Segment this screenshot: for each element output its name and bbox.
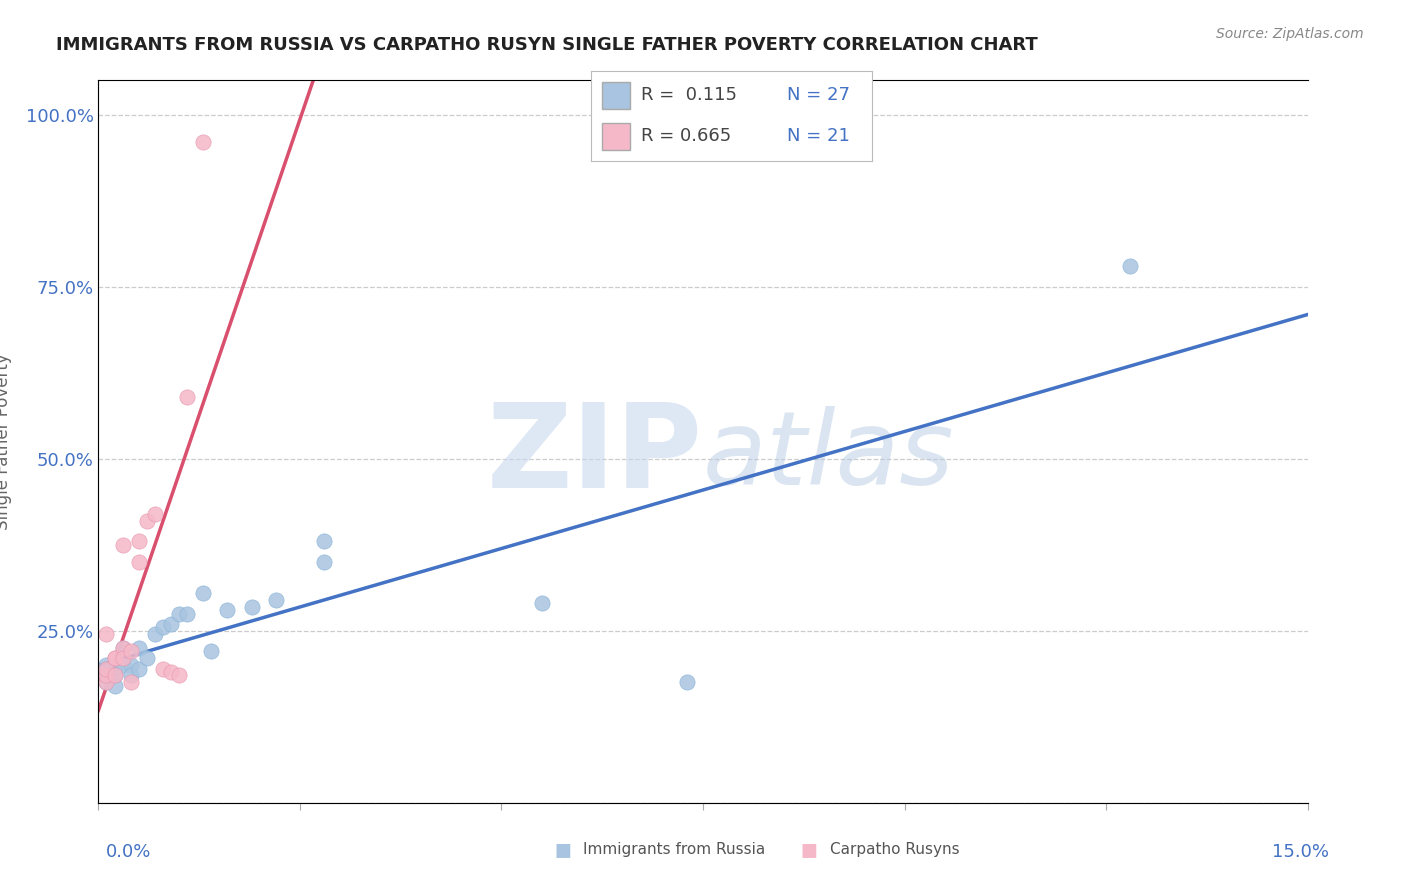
Text: R =  0.115: R = 0.115 <box>641 87 737 104</box>
Point <box>111 651 134 665</box>
Text: Source: ZipAtlas.com: Source: ZipAtlas.com <box>1216 27 1364 41</box>
Point <box>167 607 190 621</box>
Point <box>103 679 125 693</box>
Text: 15.0%: 15.0% <box>1271 843 1329 861</box>
Point <box>264 592 287 607</box>
Text: R = 0.665: R = 0.665 <box>641 128 731 145</box>
Point <box>152 620 174 634</box>
Point <box>314 555 336 569</box>
Point <box>96 668 118 682</box>
Point <box>135 651 157 665</box>
Point <box>120 675 142 690</box>
Point <box>111 640 134 655</box>
Point <box>143 627 166 641</box>
Point <box>103 651 125 665</box>
Point <box>128 640 150 655</box>
Text: N = 21: N = 21 <box>787 128 851 145</box>
Point <box>676 675 699 690</box>
Point <box>135 514 157 528</box>
Point <box>176 607 198 621</box>
Point <box>96 662 118 676</box>
Point <box>128 555 150 569</box>
Point <box>120 658 142 673</box>
Point <box>160 616 183 631</box>
Point <box>103 651 125 665</box>
Text: Carpatho Rusyns: Carpatho Rusyns <box>830 842 959 856</box>
Point <box>96 675 118 690</box>
Point <box>240 599 263 614</box>
Point <box>120 668 142 682</box>
Text: ▪: ▪ <box>553 835 572 863</box>
Text: IMMIGRANTS FROM RUSSIA VS CARPATHO RUSYN SINGLE FATHER POVERTY CORRELATION CHART: IMMIGRANTS FROM RUSSIA VS CARPATHO RUSYN… <box>56 36 1038 54</box>
Point <box>152 662 174 676</box>
Point <box>120 644 142 658</box>
Point <box>96 627 118 641</box>
Text: N = 27: N = 27 <box>787 87 851 104</box>
Point <box>96 668 118 682</box>
Point <box>1119 259 1142 273</box>
Point <box>103 668 125 682</box>
Point <box>200 644 222 658</box>
Text: ZIP: ZIP <box>486 399 703 514</box>
Text: 0.0%: 0.0% <box>105 843 150 861</box>
Point <box>167 668 190 682</box>
Bar <box>602 82 630 109</box>
Point <box>314 534 336 549</box>
Text: atlas: atlas <box>703 406 955 506</box>
Text: Immigrants from Russia: Immigrants from Russia <box>583 842 766 856</box>
Point <box>111 658 134 673</box>
Text: ▪: ▪ <box>799 835 818 863</box>
Point <box>111 538 134 552</box>
Point <box>530 596 553 610</box>
Point <box>111 640 134 655</box>
Point <box>217 603 239 617</box>
Point <box>103 662 125 676</box>
Point <box>176 390 198 404</box>
Point <box>96 675 118 690</box>
Point <box>128 534 150 549</box>
Point <box>193 586 215 600</box>
Point <box>96 658 118 673</box>
Y-axis label: Single Father Poverty: Single Father Poverty <box>0 353 11 530</box>
Point <box>103 668 125 682</box>
Bar <box>602 123 630 150</box>
Point <box>128 662 150 676</box>
Point <box>193 135 215 149</box>
Point <box>143 507 166 521</box>
Point <box>160 665 183 679</box>
